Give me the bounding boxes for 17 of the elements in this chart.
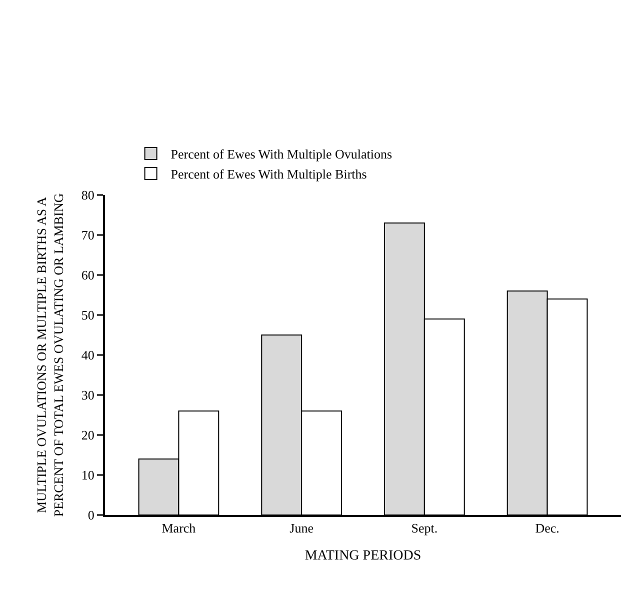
y-tick-label: 30 (81, 388, 94, 403)
y-tick-label: 60 (81, 268, 94, 283)
y-tick-label: 20 (81, 428, 94, 443)
x-tick-label: Sept. (411, 520, 438, 536)
y-tick-label: 40 (81, 348, 94, 363)
y-tick-label: 50 (81, 308, 94, 323)
y-tick-label: 10 (81, 468, 94, 483)
x-tick-label: Dec. (535, 520, 560, 536)
legend-label: Percent of Ewes With Multiple Ovulations (170, 146, 392, 162)
x-tick-label: June (290, 520, 314, 536)
y-tick-label: 70 (81, 228, 94, 243)
y-tick-label: 0 (88, 508, 94, 523)
legend-label: Percent of Ewes With Multiple Births (170, 166, 367, 182)
x-tick-label: March (162, 520, 196, 536)
y-tick-label: 80 (81, 188, 94, 203)
x-axis-title: MATING PERIODS (304, 548, 422, 564)
y-axis-title: MULTIPLE OVULATIONS OR MULTIPLE BIRTHS AS A PERCENT OF TOTAL EWES OVULATING OR LAMBING (34, 193, 66, 517)
